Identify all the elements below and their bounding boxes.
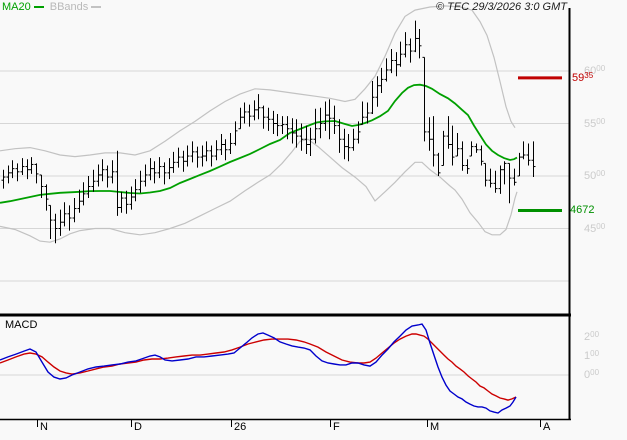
- bbands-line-swatch: [91, 6, 102, 9]
- ma20-line-swatch: [33, 6, 44, 9]
- y-axis-label: 5500: [584, 116, 606, 130]
- x-axis-label: D: [134, 421, 142, 433]
- y-axis-label: 000: [584, 368, 600, 381]
- y-axis-label: 6000: [584, 64, 606, 77]
- y-axis-label: 4672: [570, 204, 595, 217]
- y-axis-label: 100: [584, 349, 600, 362]
- x-axis-label: 26: [234, 421, 247, 433]
- ma20-legend-label: MA20: [2, 1, 31, 14]
- bbands-legend-label: BBands: [49, 1, 89, 14]
- macd-pane-label: MACD: [5, 319, 38, 331]
- x-axis-label: F: [333, 421, 340, 433]
- x-axis-label: N: [40, 421, 48, 433]
- y-axis-label: 4500: [584, 221, 606, 235]
- y-axis-label: 5000: [584, 169, 606, 182]
- y-axis-label: 200: [584, 330, 600, 343]
- copyright-text: © TEC 29/3/2026 3:0 GMT: [436, 1, 567, 13]
- y-axis-label: 5935: [572, 70, 594, 84]
- x-axis-label: A: [543, 421, 551, 433]
- legend: MA20 BBands: [2, 1, 107, 13]
- x-axis-label: M: [430, 421, 440, 433]
